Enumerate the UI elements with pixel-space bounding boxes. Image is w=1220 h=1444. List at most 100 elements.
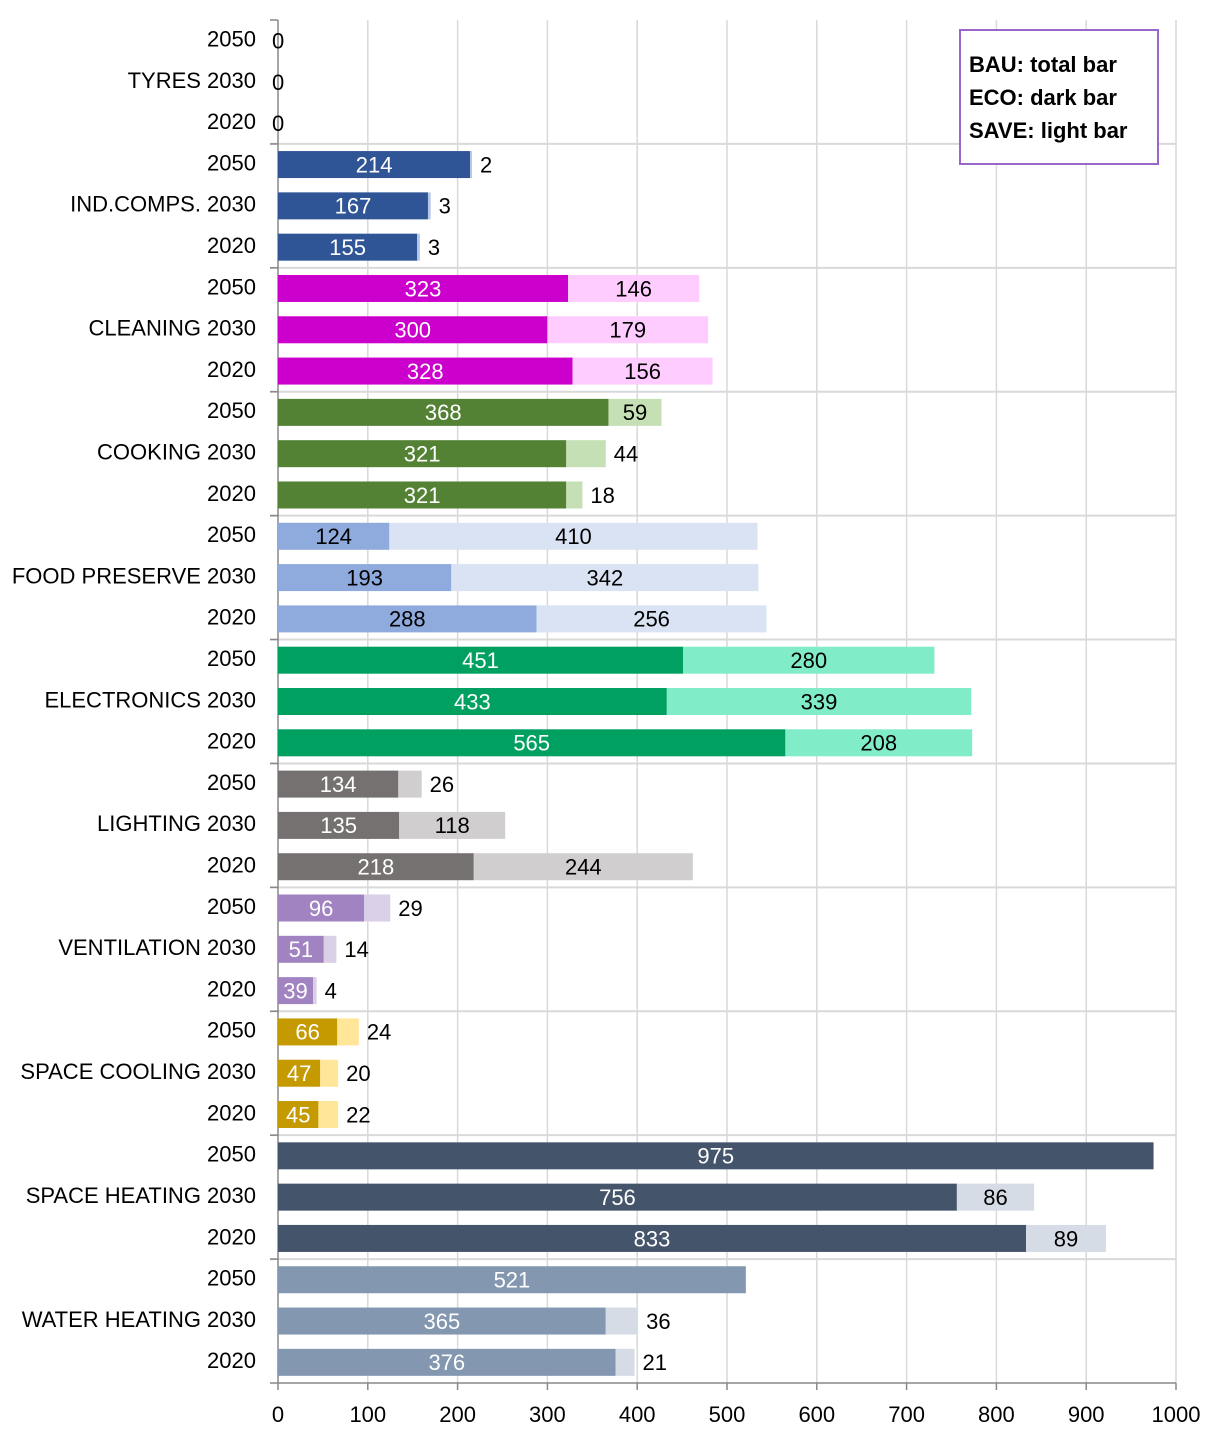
y-tick-label: 2020 (207, 1224, 256, 1249)
eco-label: 45 (286, 1102, 310, 1127)
y-tick-label: 2050 (207, 770, 256, 795)
eco-label: 124 (315, 524, 352, 549)
y-tick-label: 2050 (207, 274, 256, 299)
save-label: 20 (346, 1061, 370, 1086)
y-tick-label: FOOD PRESERVE 2030 (12, 563, 256, 588)
save-label: 3 (428, 235, 440, 260)
eco-label: 756 (599, 1185, 636, 1210)
y-tick-label: 2050 (207, 646, 256, 671)
eco-label: 135 (320, 813, 357, 838)
y-tick-label: 2020 (207, 729, 256, 754)
eco-label: 0 (272, 28, 284, 53)
eco-label: 833 (634, 1226, 671, 1251)
save-bar (399, 811, 506, 839)
eco-label: 167 (335, 194, 372, 219)
save-label: 36 (646, 1309, 670, 1334)
save-label: 59 (623, 400, 647, 425)
save-bar (389, 522, 758, 550)
eco-label: 300 (394, 318, 431, 343)
eco-bar (278, 1183, 957, 1211)
x-tick-label: 100 (349, 1402, 386, 1427)
eco-label: 39 (283, 978, 307, 1003)
eco-label: 433 (454, 689, 491, 714)
eco-bar (278, 440, 567, 468)
eco-bar (278, 977, 314, 1005)
eco-label: 51 (289, 937, 313, 962)
y-tick-label: SPACE HEATING 2030 (26, 1183, 256, 1208)
eco-label: 365 (424, 1309, 461, 1334)
legend-text: SAVE: light bar (969, 118, 1128, 143)
save-bar (364, 894, 391, 922)
eco-label: 321 (404, 441, 441, 466)
eco-bar (278, 398, 609, 426)
save-label: 179 (609, 318, 646, 343)
eco-label: 47 (287, 1061, 311, 1086)
save-bar (318, 1101, 339, 1129)
eco-bar (278, 1142, 1154, 1170)
x-tick-label: 600 (798, 1402, 835, 1427)
eco-bar (278, 1101, 319, 1129)
eco-bar (278, 811, 400, 839)
y-tick-label: 2050 (207, 1266, 256, 1291)
save-label: 4 (325, 978, 337, 1003)
y-tick-label: CLEANING 2030 (88, 316, 256, 341)
eco-label: 134 (320, 772, 357, 797)
eco-label: 0 (272, 111, 284, 136)
save-bar (605, 1307, 639, 1335)
save-label: 339 (801, 689, 838, 714)
y-tick-label: 2050 (207, 398, 256, 423)
y-tick-label: 2020 (207, 233, 256, 258)
eco-bar (278, 316, 548, 344)
save-bar (785, 729, 973, 757)
save-bar (451, 564, 759, 592)
y-tick-label: TYRES 2030 (128, 68, 256, 93)
eco-label: 321 (404, 483, 441, 508)
y-tick-label: 2020 (207, 1348, 256, 1373)
eco-label: 376 (428, 1350, 465, 1375)
y-tick-label: 2050 (207, 150, 256, 175)
eco-label: 0 (272, 70, 284, 95)
eco-label: 96 (309, 896, 333, 921)
save-label: 26 (430, 772, 454, 797)
save-bar (470, 151, 472, 179)
save-label: 14 (344, 937, 368, 962)
x-tick-label: 700 (888, 1402, 925, 1427)
x-tick-label: 0 (272, 1402, 284, 1427)
eco-label: 288 (389, 607, 426, 632)
save-bar (666, 688, 972, 715)
eco-label: 193 (346, 565, 383, 590)
legend-text: BAU: total bar (969, 52, 1117, 77)
y-tick-label: 2020 (207, 481, 256, 506)
save-label: 146 (615, 276, 652, 301)
legend-box (959, 29, 1159, 165)
eco-bar (278, 151, 471, 179)
eco-bar (278, 192, 428, 220)
save-label: 208 (860, 731, 897, 756)
save-bar (682, 646, 935, 674)
save-label: 44 (614, 441, 638, 466)
y-tick-label: 2020 (207, 976, 256, 1001)
eco-bar (278, 853, 474, 881)
eco-bar (278, 274, 569, 302)
save-bar (398, 770, 422, 798)
y-tick-label: SPACE COOLING 2030 (20, 1059, 256, 1084)
eco-label: 521 (494, 1268, 531, 1293)
y-tick-label: 2020 (207, 109, 256, 134)
save-bar (572, 357, 713, 385)
eco-label: 975 (697, 1144, 734, 1169)
eco-bar (278, 894, 365, 922)
y-tick-label: ELECTRONICS 2030 (44, 687, 256, 712)
save-label: 118 (435, 813, 470, 838)
eco-label: 155 (329, 235, 366, 260)
y-tick-label: IND.COMPS. 2030 (70, 192, 256, 217)
save-bar (536, 605, 767, 633)
eco-bar (278, 605, 537, 633)
save-label: 18 (590, 483, 614, 508)
y-tick-label: 2050 (207, 1018, 256, 1043)
eco-bar (278, 233, 418, 261)
save-label: 410 (555, 524, 592, 549)
save-label: 22 (346, 1102, 370, 1127)
x-tick-label: 500 (709, 1402, 746, 1427)
save-label: 156 (624, 359, 661, 384)
